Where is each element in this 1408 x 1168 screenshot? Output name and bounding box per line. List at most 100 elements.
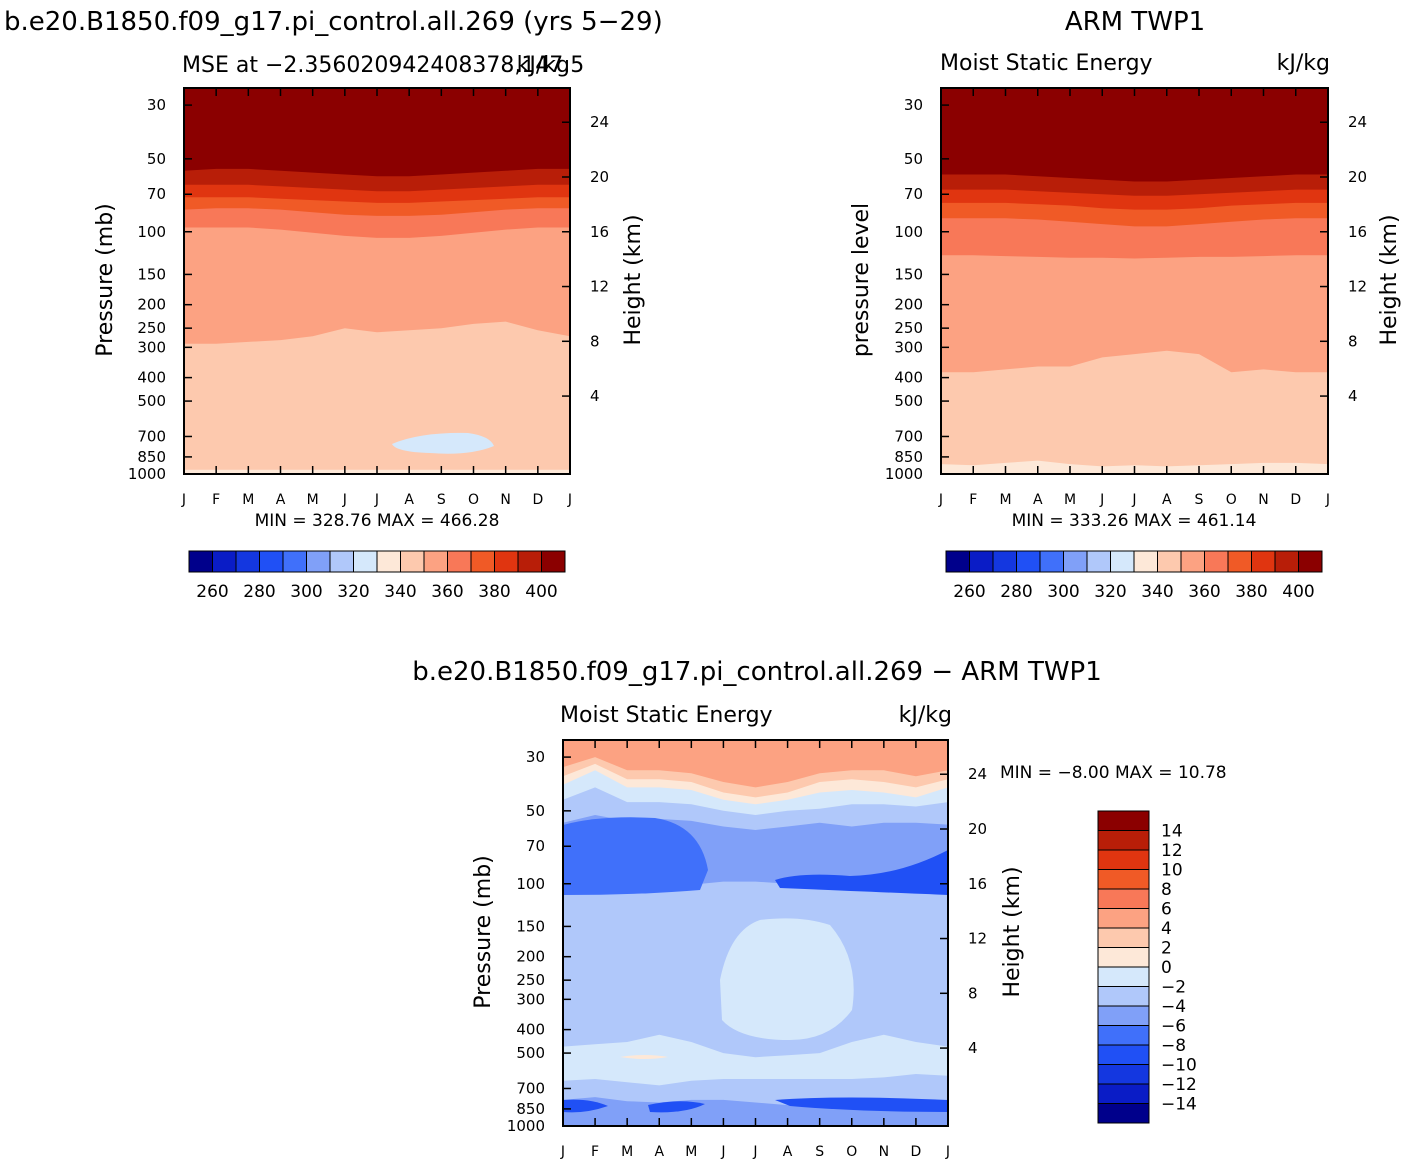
cb2-label: 380: [1235, 582, 1267, 602]
diff-colorbar-label: 12: [1161, 841, 1183, 861]
model-xtick-label: J: [567, 492, 572, 508]
cb2-label: 260: [953, 582, 985, 602]
diff-ytick-label: 400: [516, 1021, 545, 1039]
obs-ytick-label: 850: [894, 448, 923, 466]
diff-colorbar-label: 6: [1161, 900, 1172, 920]
obs-xtick-label: M: [999, 492, 1011, 508]
obs-ytick-label: 400: [894, 369, 923, 387]
model-ylabel: Pressure (mb): [93, 203, 118, 357]
diff-xtick-label: O: [846, 1144, 857, 1160]
obs-ytick-label: 700: [894, 427, 923, 445]
cb1-swatch: [447, 550, 472, 573]
diff-colorbar-swatch: [1097, 986, 1150, 1007]
obs-ytick-label: 70: [904, 185, 923, 203]
model-subtitle-right: kJ/kg: [517, 53, 570, 78]
diff-colorbar-label: 10: [1161, 861, 1183, 881]
diff-colorbar-label: 14: [1161, 822, 1183, 842]
obs-ytick-label: 300: [894, 338, 923, 356]
obs-ylabel: pressure level: [849, 203, 874, 357]
diff-colorbar-swatch: [1097, 1005, 1150, 1026]
obs-minmax: MIN = 333.26 MAX = 461.14: [1012, 511, 1257, 531]
diff-y2tick-label: 20: [968, 820, 987, 838]
obs-y2tick-label: 8: [1348, 332, 1358, 350]
cb2-swatch: [1086, 550, 1111, 573]
model-band-5: [184, 321, 570, 474]
obs-colorbar: 260 280 300 320 340 360 380 400: [945, 550, 1323, 602]
diff-colorbar-label: −4: [1161, 997, 1186, 1017]
model-xtick-label: M: [242, 492, 254, 508]
diff-colorbar-label: −12: [1161, 1075, 1197, 1095]
diff-blob-upper-right: [775, 850, 948, 895]
diff-colorbar-swatch: [1097, 810, 1150, 831]
cb1-label: 360: [431, 582, 463, 602]
obs-xtick-label: O: [1226, 492, 1237, 508]
model-xtick-label: F: [212, 492, 220, 508]
obs-xtick-label: S: [1195, 492, 1204, 508]
diff-ytick-label: 700: [516, 1079, 545, 1097]
model-ytick-label: 400: [137, 369, 166, 387]
diff-colorbar-label: −8: [1161, 1036, 1186, 1056]
diff-xtick-label: F: [591, 1144, 599, 1160]
obs-band-5: [941, 350, 1328, 474]
model-fill-group: [184, 88, 570, 474]
model-y2tick-label: 4: [590, 387, 600, 405]
model-ytick-label: 150: [137, 265, 166, 283]
cb1-swatch: [235, 550, 260, 573]
diff-ytick-label: 850: [516, 1100, 545, 1118]
cb1-swatch: [423, 550, 448, 573]
diff-y2tick-label: 4: [968, 1039, 978, 1057]
diff-ytick-label: 50: [526, 802, 545, 820]
obs-xtick-label: A: [1033, 492, 1043, 508]
cb2-swatch: [1180, 550, 1205, 573]
obs-y2tick-label: 24: [1348, 113, 1367, 131]
diff-colorbar-swatch: [1097, 1103, 1150, 1124]
model-xtick-label: J: [374, 492, 379, 508]
diff-ytick-label: 1000: [507, 1117, 545, 1135]
diff-colorbar-swatch: [1097, 869, 1150, 890]
cb2-label: 340: [1141, 582, 1173, 602]
cb1-label: 340: [384, 582, 416, 602]
diff-xtick-label: D: [911, 1144, 922, 1160]
obs-xtick-label: J: [1131, 492, 1136, 508]
diff-blob-low-3: [775, 1097, 948, 1112]
obs-y2tick-label: 16: [1348, 223, 1367, 241]
diff-minmax: MIN = −8.00 MAX = 10.78: [1000, 763, 1227, 783]
diff-colorbar-label: −14: [1161, 1095, 1197, 1115]
obs-y2tick-label: 4: [1348, 387, 1358, 405]
diff-colorbar-label: −2: [1161, 978, 1186, 998]
model-panel: b.e20.B1850.f09_g17.pi_control.all.269 (…: [4, 7, 663, 531]
model-xtick-label: O: [468, 492, 479, 508]
diff-colorbar-swatch: [1097, 1025, 1150, 1046]
diff-ylabel: Pressure (mb): [471, 855, 496, 1009]
diff-y2tick-label: 8: [968, 984, 978, 1002]
cb1-swatch: [306, 550, 331, 573]
model-xtick-label: N: [500, 492, 510, 508]
model-ytick-label: 100: [137, 223, 166, 241]
cb2-label: 400: [1282, 582, 1314, 602]
diff-xtick-label: J: [720, 1144, 725, 1160]
model-ytick-label: 50: [147, 150, 166, 168]
diff-xtick-label: J: [560, 1144, 565, 1160]
cb2-swatch: [1298, 550, 1323, 573]
diff-colorbar-label: 0: [1161, 958, 1172, 978]
cb1-swatch: [282, 550, 307, 573]
model-xtick-label: J: [342, 492, 347, 508]
obs-subtitle-left: Moist Static Energy: [940, 51, 1153, 76]
diff-xtick-label: N: [879, 1144, 889, 1160]
diff-colorbar-swatch: [1097, 1064, 1150, 1085]
diff-y2label: Height (km): [1000, 866, 1025, 997]
cb1-swatch: [494, 550, 519, 573]
cb1-label: 260: [196, 582, 228, 602]
model-main-title: b.e20.B1850.f09_g17.pi_control.all.269 (…: [4, 7, 663, 37]
cb1-swatch: [212, 550, 237, 573]
obs-ytick-label: 30: [904, 96, 923, 114]
diff-blob-mid: [720, 918, 854, 1040]
cb1-label: 380: [478, 582, 510, 602]
cb2-swatch: [1110, 550, 1135, 573]
cb2-swatch: [992, 550, 1017, 573]
diff-colorbar-swatch: [1097, 966, 1150, 987]
